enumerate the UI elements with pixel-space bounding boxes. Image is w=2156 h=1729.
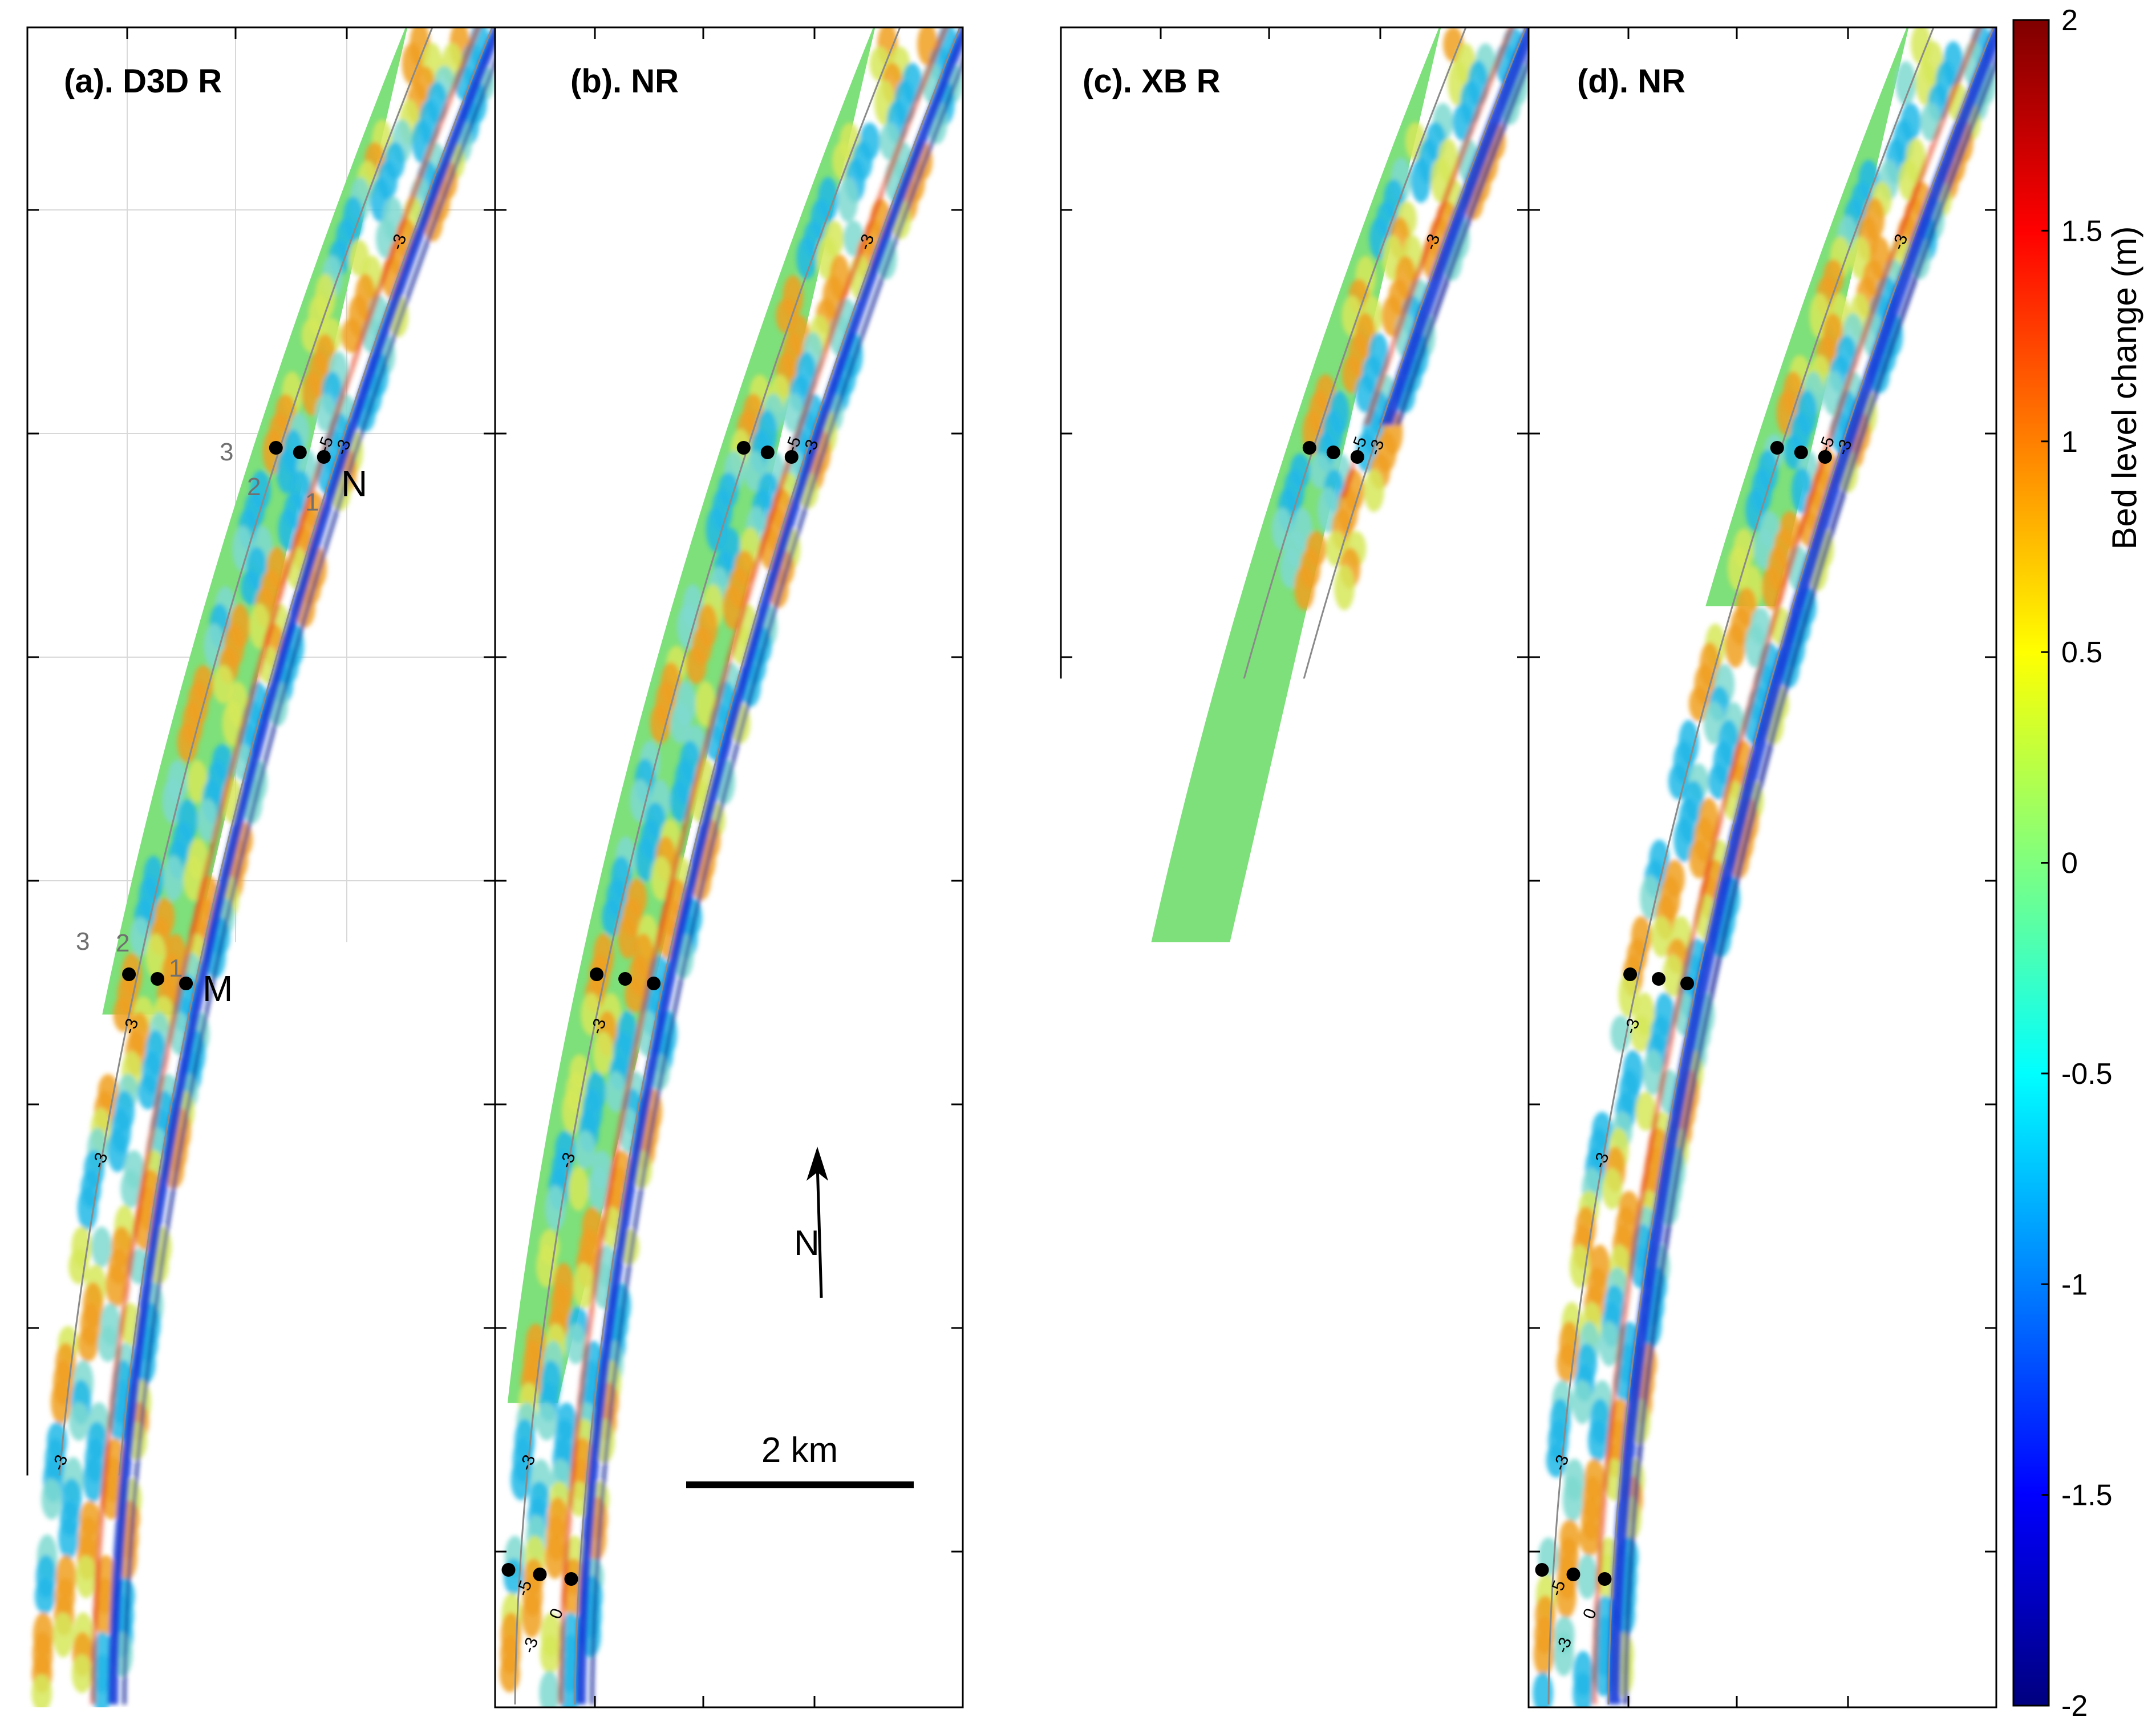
colorbar: 2 1.5 1 0.5 0 -0.5 -1 -1.5 -2 Bed level change (m… [2013, 4, 2143, 1723]
panel-title: (a). D3D R [64, 63, 222, 100]
station-point [1184, 972, 1198, 986]
colorbar-tick-label: -1 [2061, 1268, 2088, 1301]
station-number: 3 [76, 928, 90, 955]
bed-change-field [500, 16, 982, 1715]
station-point [618, 972, 632, 986]
station-point [293, 446, 307, 459]
colorbar-tick-label: -0.5 [2061, 1058, 2113, 1091]
station-point [1770, 441, 1784, 455]
panel-b: -3-5-3-3-3-3-50-3(b). NR [488, 16, 982, 1715]
station-point [1818, 450, 1832, 464]
panel-title: (c). XB R [1083, 63, 1221, 100]
colorbar-label: Bed level change (m) [2105, 226, 2143, 550]
station-point [1327, 446, 1340, 459]
colorbar-tick-label: 1.5 [2061, 214, 2102, 248]
station-point [1680, 977, 1694, 990]
station-point [1535, 1563, 1549, 1577]
station-point [34, 1563, 48, 1577]
station-point [761, 446, 775, 459]
station-point [1099, 1568, 1113, 1581]
station-number: 3 [22, 1526, 35, 1554]
station-point [647, 977, 660, 990]
station-point [502, 1563, 516, 1577]
panel-title: (b). NR [570, 63, 679, 100]
colorbar-tick-label: 2 [2061, 4, 2078, 37]
station-point [269, 441, 283, 455]
station-point [1351, 450, 1364, 464]
site-label-M: M [202, 968, 233, 1009]
site-label-S: S [137, 1547, 161, 1588]
colorbar-tick-label: -1.5 [2061, 1479, 2113, 1512]
station-point [1652, 972, 1665, 986]
north-arrow: N [794, 1147, 828, 1298]
scale-bar: 2 km [686, 1431, 914, 1485]
bed-change-field [1065, 16, 1547, 1716]
station-point [1623, 967, 1637, 981]
station-point [1130, 1572, 1144, 1586]
station-point [737, 441, 751, 455]
station-point [97, 1572, 111, 1586]
north-label: N [794, 1224, 820, 1263]
scale-label: 2 km [761, 1431, 838, 1470]
colorbar-tick-label: 0.5 [2061, 636, 2102, 669]
station-number: 2 [247, 473, 261, 501]
panel-a: -3-5-3-3-3-3-50-3(a). D3D RNMS3213 213 2 1 [21, 16, 514, 1712]
station-point [1156, 967, 1169, 981]
station-point [533, 1568, 547, 1581]
colorbar-tick-label: 1 [2061, 426, 2078, 459]
station-number: 2 [50, 1526, 64, 1554]
colorbar-tick-label: -2 [2061, 1690, 2088, 1723]
station-number: 1 [84, 1518, 98, 1546]
station-point [590, 967, 603, 981]
station-point [66, 1568, 79, 1581]
station-point [151, 972, 164, 986]
station-number: 2 [116, 929, 129, 957]
station-number: 1 [305, 488, 319, 516]
bed-change-field [1533, 16, 2015, 1714]
station-number: 3 [220, 438, 233, 466]
panel-c: -3-5-3-3-3-3-50-3(c). XB R [1054, 16, 1547, 1716]
station-point [1598, 1572, 1612, 1586]
station-point [317, 450, 331, 464]
panel-d: -3-5-3-3-3-3-50-3(d). NR [1522, 16, 2015, 1714]
station-point [1068, 1563, 1081, 1577]
panel-title: (d). NR [1577, 63, 1685, 100]
station-number: 1 [169, 954, 183, 982]
colorbar-tick-label: 0 [2061, 847, 2078, 880]
station-point [122, 967, 136, 981]
station-point [1303, 441, 1316, 455]
bed-change-field [31, 16, 514, 1712]
site-label-N: N [341, 463, 367, 504]
station-point [1567, 1568, 1580, 1581]
station-point [785, 450, 799, 464]
station-point [1794, 446, 1808, 459]
station-point [565, 1572, 578, 1586]
station-point [1213, 977, 1226, 990]
contour-label: -3 [519, 1635, 542, 1655]
